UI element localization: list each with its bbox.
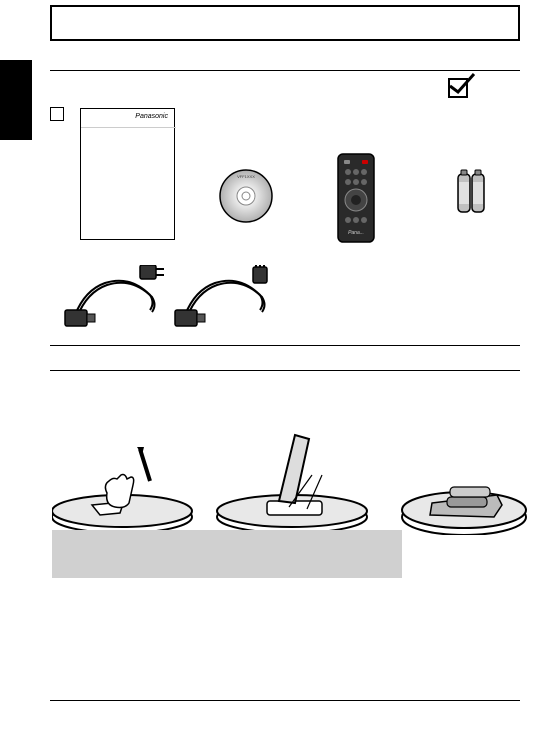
item-marker bbox=[50, 107, 64, 121]
note-box bbox=[52, 530, 402, 578]
manual-icon: Panasonic bbox=[80, 108, 175, 240]
divider bbox=[50, 70, 520, 71]
divider bbox=[50, 370, 520, 371]
divider bbox=[50, 700, 520, 701]
svg-text:VFF1XXX: VFF1XXX bbox=[237, 174, 255, 179]
remote-control-icon: Pana... bbox=[336, 152, 376, 244]
remote-battery-diagram bbox=[52, 425, 527, 540]
section-title-bar bbox=[50, 5, 520, 41]
checkbox-icon bbox=[448, 78, 468, 98]
brand-label: Panasonic bbox=[135, 113, 168, 120]
batteries-icon bbox=[454, 168, 490, 221]
ac-cords-icon bbox=[55, 265, 295, 348]
manual-line bbox=[81, 127, 176, 128]
cd-rom-icon: VFF1XXX bbox=[218, 168, 274, 229]
svg-text:Pana...: Pana... bbox=[348, 230, 364, 236]
page-tab bbox=[0, 60, 32, 140]
divider bbox=[50, 345, 520, 346]
